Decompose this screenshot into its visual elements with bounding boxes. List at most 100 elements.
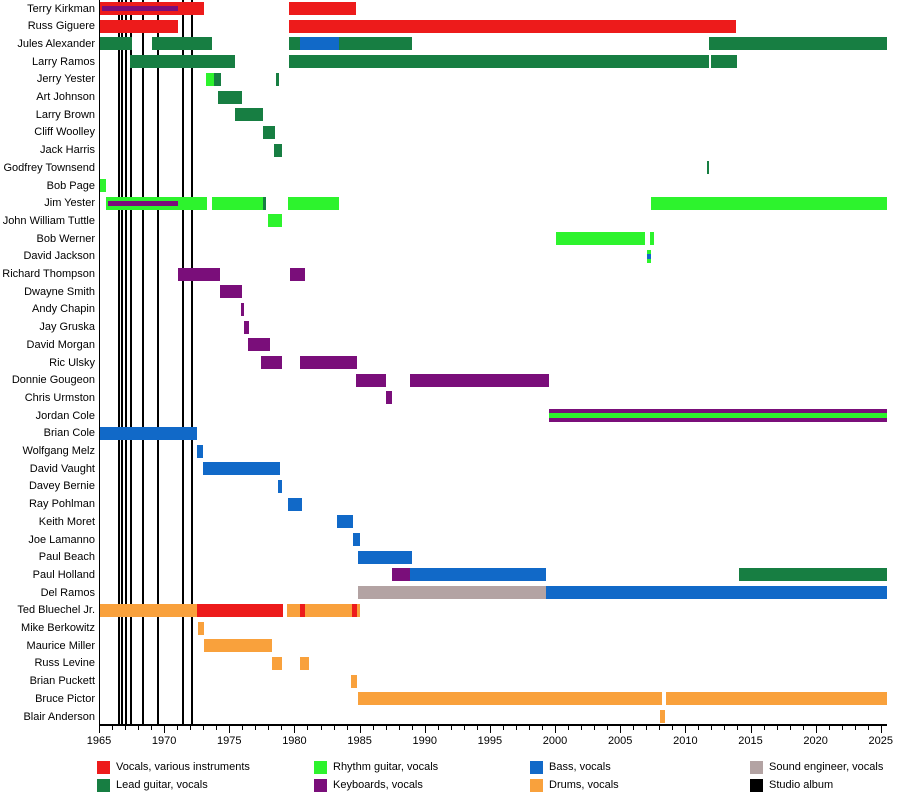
x-axis-minor-tick (528, 725, 530, 730)
x-axis-minor-tick (151, 725, 153, 730)
legend-label-bass: Bass, vocals (549, 761, 611, 773)
x-axis-minor-tick (307, 725, 309, 730)
x-axis-minor-tick (672, 725, 674, 730)
timeline-bar-bass (203, 462, 281, 476)
member-label: Ted Bluechel Jr. (17, 604, 95, 617)
x-axis-minor-tick (581, 725, 583, 730)
member-label: Paul Holland (32, 568, 95, 581)
timeline-bar-drums (271, 656, 283, 670)
legend-swatch-album (750, 779, 763, 792)
legend-swatch-bass (530, 761, 543, 774)
x-axis-tick-label: 1995 (477, 735, 503, 747)
member-label: Jordan Cole (35, 409, 95, 422)
timeline-bar-vocals (100, 19, 179, 33)
member-label: Wolfgang Melz (22, 445, 95, 457)
member-label: Mike Berkowitz (21, 622, 95, 634)
x-axis-minor-tick (568, 725, 570, 730)
timeline-bar-keyboards (410, 373, 549, 387)
timeline-bar-vocals (197, 603, 283, 617)
x-axis-major-tick (164, 725, 166, 733)
timeline-bar-drums (300, 656, 309, 670)
timeline-bar-lead (289, 55, 709, 69)
x-axis-major-tick (99, 725, 100, 733)
member-label: Brian Cole (43, 427, 95, 440)
member-label: Keith Moret (38, 515, 95, 528)
timeline-bar-vocals (289, 19, 737, 33)
x-axis-minor-tick (776, 725, 778, 730)
timeline-bar-drums (358, 692, 662, 706)
timeline-bar-lead (235, 108, 263, 122)
legend-swatch-sound (750, 761, 763, 774)
legend-label-keyboards: Keyboards, vocals (333, 779, 423, 791)
timeline-bar-bass (299, 37, 339, 51)
timeline-bar-drums (351, 674, 357, 688)
timeline-bar-drums (356, 603, 361, 617)
timeline-bar-rhythm (212, 196, 263, 210)
x-axis-minor-tick (281, 725, 283, 730)
member-label: David Vaught (29, 462, 95, 475)
member-label: Del Ramos (40, 586, 95, 599)
studio-album-line (120, 0, 123, 724)
x-axis-minor-tick (177, 725, 179, 730)
x-axis-minor-tick (789, 725, 791, 730)
x-axis-minor-tick (737, 725, 739, 730)
timeline-stripe-keyboards (108, 200, 178, 206)
x-axis-minor-tick (841, 725, 843, 730)
x-axis-minor-tick (502, 725, 504, 730)
timeline-bar-lead (338, 37, 412, 51)
x-axis-minor-tick (607, 725, 609, 730)
x-axis-tick-label: 1990 (412, 735, 437, 747)
x-axis-minor-tick (346, 725, 348, 730)
member-label: Maurice Miller (26, 639, 95, 652)
timeline-bar-rhythm (268, 214, 283, 228)
x-axis-major-tick (294, 725, 296, 733)
x-axis-minor-tick (437, 725, 439, 730)
timeline-bar-drums (198, 621, 204, 635)
legend-label-drums: Drums, vocals (549, 779, 619, 791)
timeline-bar-rhythm (555, 232, 645, 246)
x-axis-tick-label: 1980 (282, 735, 307, 747)
legend-swatch-rhythm (314, 761, 327, 774)
studio-album-line (190, 0, 193, 724)
timeline-bar-lead (151, 37, 212, 51)
member-label: Art Johnson (36, 91, 95, 103)
legend-label-sound: Sound engineer, vocals (769, 761, 884, 773)
y-axis-line (98, 0, 100, 726)
timeline-bar-lead (738, 568, 887, 582)
x-axis-major-tick (750, 725, 752, 733)
timeline-bar-bass (545, 586, 887, 600)
member-label: Jack Harris (39, 144, 95, 157)
timeline-bar-lead (262, 196, 266, 210)
legend-swatch-drums (530, 779, 543, 792)
member-label: Larry Ramos (32, 55, 95, 68)
member-label: Russ Giguere (27, 20, 95, 33)
legend-label-vocals: Vocals, various instruments (116, 761, 250, 773)
member-label: Blair Anderson (23, 710, 95, 723)
x-axis-minor-tick (242, 725, 244, 730)
legend-swatch-vocals (97, 761, 110, 774)
timeline-bar-bass (196, 444, 204, 458)
x-axis-minor-tick (711, 725, 713, 730)
timeline-bar-lead (100, 37, 132, 51)
timeline-bar-bass (287, 497, 302, 511)
x-axis-major-tick (229, 725, 231, 733)
timeline-bar-bass (353, 533, 361, 546)
member-label: Terry Kirkman (27, 2, 95, 15)
member-label: Richard Thompson (2, 268, 95, 280)
member-label: Joe Lamanno (28, 533, 95, 546)
x-axis-tick-label: 2010 (673, 735, 698, 747)
timeline-bar-bass (277, 479, 283, 493)
x-axis-tick-label: 1970 (151, 735, 177, 747)
timeline-bar-lead (289, 37, 300, 51)
member-label: Davey Bernie (28, 480, 95, 493)
legend-label-rhythm: Rhythm guitar, vocals (333, 761, 439, 773)
x-axis-minor-tick (633, 725, 635, 730)
member-label: Dwayne Smith (24, 285, 95, 298)
studio-album-line (129, 0, 132, 724)
x-axis-minor-tick (333, 725, 335, 730)
studio-album-line (125, 0, 128, 724)
timeline-bar-keyboards (247, 338, 270, 352)
timeline-bar-vocals (300, 603, 305, 617)
x-axis-minor-tick (385, 725, 387, 730)
x-axis-minor-tick (724, 725, 726, 730)
